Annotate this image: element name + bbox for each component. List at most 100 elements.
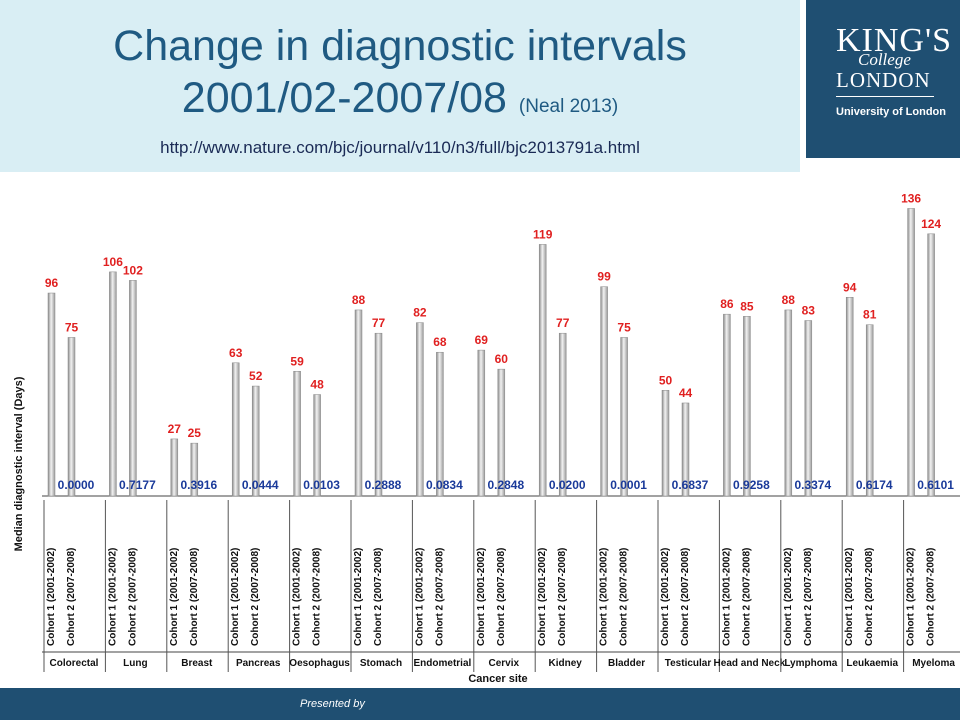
- bar: [497, 368, 506, 497]
- value-label: 60: [495, 352, 509, 366]
- title-line1: Change in diagnostic intervals: [113, 22, 687, 70]
- value-label: 25: [188, 426, 202, 440]
- cohort-label: Cohort 2 (2007-2008): [66, 548, 77, 646]
- category-label: Stomach: [360, 658, 402, 669]
- value-label: 63: [229, 346, 243, 360]
- cohort-label: Cohort 1 (2001-2002): [844, 548, 855, 646]
- logo-divider: [836, 96, 934, 97]
- bar: [723, 313, 731, 497]
- cohort-label: Cohort 2 (2007-2008): [803, 548, 814, 646]
- value-label: 136: [901, 191, 921, 205]
- page-title: Change in diagnostic intervals 2001/02-2…: [0, 20, 800, 133]
- category-label: Colorectal: [50, 658, 99, 669]
- category-label: Breast: [181, 658, 213, 669]
- logo-line2: College: [858, 50, 911, 69]
- value-label: 69: [475, 333, 489, 347]
- bar: [436, 351, 444, 497]
- cohort-label: Cohort 1 (2001-2002): [414, 548, 425, 646]
- category-label: Pancreas: [236, 658, 281, 669]
- value-label: 86: [720, 297, 734, 311]
- cohort-label: Cohort 1 (2001-2002): [476, 548, 487, 646]
- value-label: 44: [679, 386, 693, 400]
- cohort-label: Cohort 1 (2001-2002): [906, 548, 917, 646]
- cohort-label: Cohort 2 (2007-2008): [250, 548, 261, 646]
- bar: [600, 286, 608, 497]
- bar: [293, 371, 301, 497]
- p-value-label: 0.0001: [610, 478, 647, 492]
- value-label: 88: [352, 293, 366, 307]
- bar: [784, 309, 793, 497]
- p-value-label: 0.6837: [672, 478, 709, 492]
- bar: [231, 362, 240, 497]
- value-label: 94: [843, 280, 857, 294]
- cohort-label: Cohort 1 (2001-2002): [230, 548, 241, 646]
- value-label: 106: [103, 255, 123, 269]
- logo-line3: LONDON: [836, 68, 931, 92]
- value-label: 75: [617, 320, 631, 334]
- bar: [558, 332, 567, 497]
- category-label: Lymphoma: [784, 658, 837, 669]
- cohort-label: Cohort 2 (2007-2008): [680, 548, 691, 646]
- title-citation: (Neal 2013): [518, 96, 619, 117]
- p-value-label: 0.0200: [549, 478, 586, 492]
- cohort-label: Cohort 2 (2007-2008): [434, 548, 445, 646]
- cohort-label: Cohort 1 (2001-2002): [660, 548, 671, 646]
- bar: [620, 337, 628, 497]
- value-label: 77: [556, 316, 570, 330]
- cohort-label: Cohort 2 (2007-2008): [373, 548, 384, 646]
- p-value-label: 0.0834: [426, 478, 463, 492]
- logo-line1: KING'S: [836, 22, 953, 59]
- cohort-label: Cohort 1 (2001-2002): [353, 548, 364, 646]
- bar: [190, 442, 199, 497]
- cohort-label: Cohort 2 (2007-2008): [189, 548, 200, 646]
- value-label: 119: [533, 227, 553, 241]
- cohort-label: Cohort 1 (2001-2002): [107, 548, 118, 646]
- p-value-label: 0.2888: [365, 478, 402, 492]
- value-label: 59: [290, 354, 304, 368]
- source-url[interactable]: http://www.nature.com/bjc/journal/v110/n…: [160, 138, 640, 157]
- p-value-label: 0.9258: [733, 478, 770, 492]
- cohort-label: Cohort 1 (2001-2002): [599, 548, 610, 646]
- cohort-label: Cohort 2 (2007-2008): [127, 548, 138, 646]
- cohort-label: Cohort 2 (2007-2008): [619, 548, 630, 646]
- cohort-label: Cohort 2 (2007-2008): [926, 548, 937, 646]
- bar: [538, 244, 547, 497]
- diagnostic-interval-chart: Median diagnostic interval (Days) 96 Cohor…: [13, 191, 960, 685]
- cohort-label: Cohort 1 (2001-2002): [46, 548, 57, 646]
- p-value-label: 0.0444: [242, 478, 279, 492]
- p-value-label: 0.3916: [180, 478, 217, 492]
- cohort-label: Cohort 2 (2007-2008): [557, 548, 568, 646]
- bar: [477, 349, 486, 497]
- bar: [170, 438, 179, 497]
- bar: [907, 208, 915, 497]
- cohort-label: Cohort 2 (2007-2008): [312, 548, 323, 646]
- footer-text: Presented by: [300, 698, 365, 710]
- p-value-label: 0.2848: [487, 478, 524, 492]
- value-label: 88: [782, 293, 796, 307]
- footer-bar: Presented by: [0, 688, 960, 720]
- category-label: Myeloma: [912, 658, 955, 669]
- title-line2: 2001/02-2007/08: [181, 74, 507, 122]
- header-banner: Change in diagnostic intervals 2001/02-2…: [0, 0, 800, 172]
- p-value-label: 0.6174: [856, 478, 893, 492]
- bar: [67, 337, 76, 497]
- category-label: Lung: [123, 658, 147, 669]
- value-label: 83: [802, 304, 816, 318]
- value-label: 75: [65, 320, 79, 334]
- bar: [109, 271, 117, 497]
- value-label: 99: [597, 270, 611, 284]
- value-label: 77: [372, 316, 386, 330]
- bar: [129, 280, 137, 497]
- value-label: 82: [413, 306, 427, 320]
- bar: [743, 316, 751, 497]
- bar: [416, 322, 424, 497]
- bar: [681, 402, 690, 497]
- category-label: Leukaemia: [846, 658, 898, 669]
- value-label: 85: [740, 299, 754, 313]
- category-label: Testicular: [665, 658, 712, 669]
- value-label: 96: [45, 276, 59, 290]
- cohort-label: Cohort 2 (2007-2008): [741, 548, 752, 646]
- value-label: 48: [310, 378, 324, 392]
- bar: [804, 320, 813, 497]
- cohort-label: Cohort 2 (2007-2008): [864, 548, 875, 646]
